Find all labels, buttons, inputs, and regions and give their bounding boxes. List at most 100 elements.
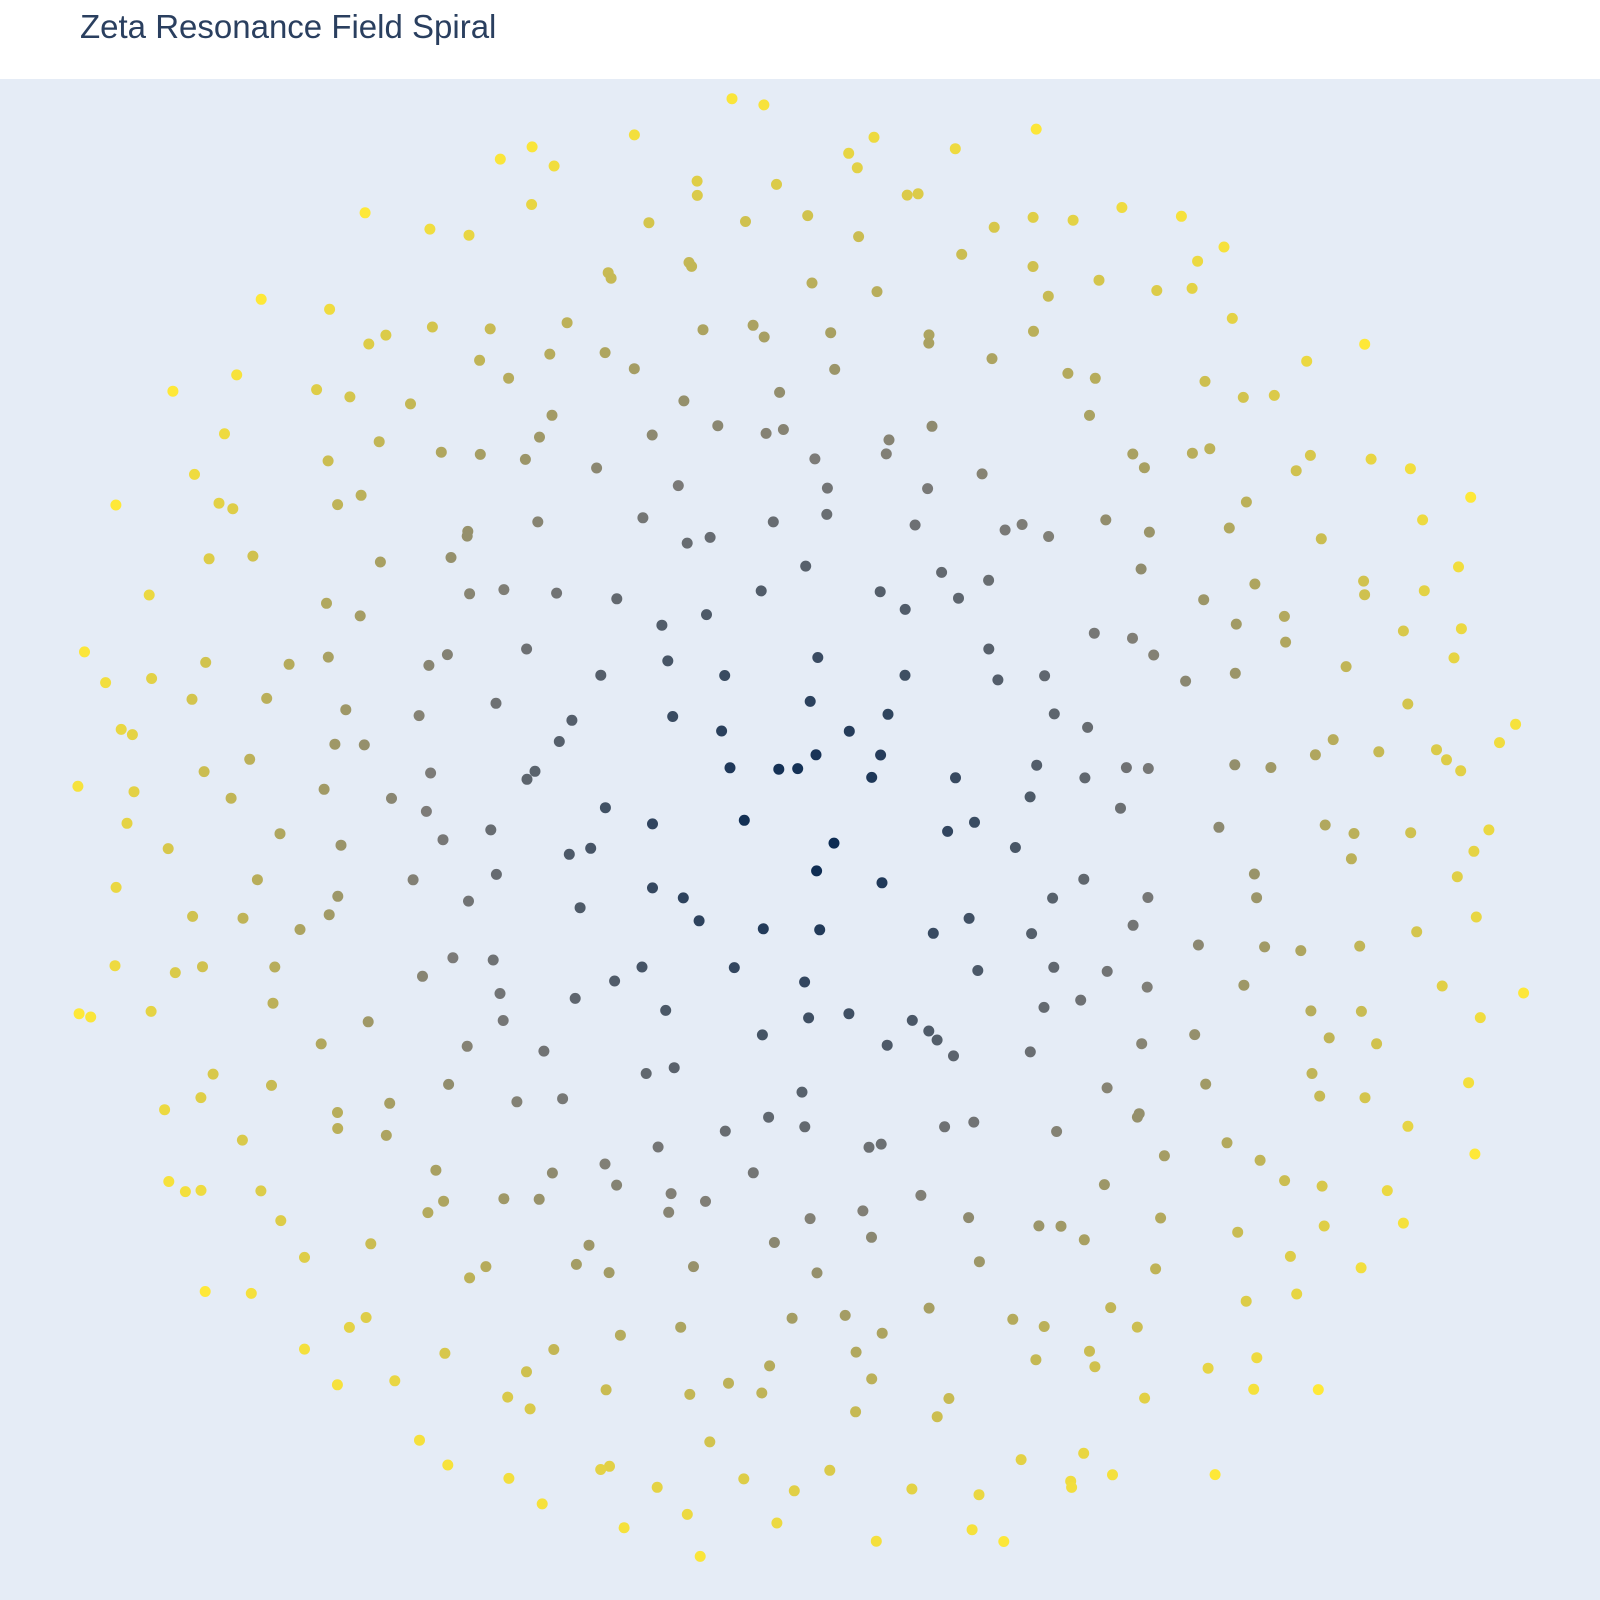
scatter-point: [1373, 746, 1385, 758]
scatter-point: [128, 786, 140, 798]
scatter-point: [681, 537, 693, 549]
scatter-point: [1474, 1012, 1486, 1024]
scatter-point: [788, 1485, 800, 1497]
scatter-point: [796, 1086, 808, 1098]
scatter-point: [756, 1029, 768, 1041]
scatter-point: [774, 386, 786, 398]
scatter-point: [389, 1375, 401, 1387]
scatter-point: [365, 1238, 377, 1250]
scatter-point: [1151, 285, 1163, 296]
scatter-point: [269, 961, 281, 973]
scatter-point: [414, 1434, 425, 1446]
scatter-point: [1365, 453, 1377, 465]
scatter-point: [110, 881, 122, 893]
scatter-point: [1348, 828, 1360, 839]
scatter-point: [203, 553, 215, 565]
scatter-point: [694, 1550, 706, 1562]
scatter-point: [611, 1179, 623, 1191]
scatter-point: [1100, 514, 1112, 526]
scatter-point: [1135, 563, 1147, 575]
scatter-point: [438, 1195, 450, 1207]
scatter-point: [1229, 759, 1241, 771]
scatter-point: [821, 482, 833, 494]
scatter-point: [647, 818, 658, 830]
scatter-point: [1209, 1469, 1221, 1481]
scatter-point: [1280, 636, 1292, 648]
scatter-point: [637, 512, 649, 524]
scatter-point: [189, 468, 200, 480]
scatter-point: [1158, 1150, 1170, 1162]
scatter-point: [595, 669, 607, 681]
scatter-point: [758, 99, 770, 111]
scatter-point: [1301, 355, 1313, 367]
scatter-point: [324, 303, 336, 315]
scatter-point: [526, 199, 538, 210]
scatter-point: [636, 961, 648, 973]
scatter-point: [1141, 981, 1153, 993]
scatter-point: [187, 910, 199, 922]
scatter-point: [1451, 871, 1463, 883]
scatter-point: [1078, 1234, 1090, 1246]
scatter-point: [494, 988, 506, 999]
scatter-point: [812, 652, 824, 663]
scatter-point: [121, 817, 133, 829]
scatter-point: [814, 924, 826, 936]
scatter-point: [595, 1464, 607, 1475]
scatter-point: [1371, 1038, 1383, 1050]
scatter-point: [484, 323, 496, 335]
scatter-point: [197, 961, 208, 973]
scatter-point: [614, 1329, 626, 1341]
scatter-point: [386, 792, 397, 804]
scatter-point: [551, 587, 563, 599]
scatter-point: [1278, 610, 1290, 622]
scatter-point: [546, 409, 558, 421]
scatter-point: [668, 1062, 680, 1074]
scatter-point: [1238, 979, 1250, 991]
scatter-points: [72, 93, 1530, 1562]
scatter-point: [763, 1111, 775, 1123]
scatter-point: [843, 725, 855, 737]
scatter-point: [335, 839, 347, 851]
scatter-point: [538, 1045, 550, 1057]
scatter-point: [72, 780, 84, 792]
scatter-point: [195, 1092, 207, 1104]
scatter-point: [1237, 391, 1249, 403]
scatter-point: [1127, 919, 1139, 931]
scatter-point: [599, 1158, 611, 1170]
scatter-point: [926, 420, 938, 432]
scatter-point: [1055, 1220, 1067, 1232]
scatter-point: [691, 189, 703, 201]
scatter-point: [464, 1272, 476, 1284]
scatter-point: [1078, 873, 1090, 885]
scatter-point: [899, 603, 911, 615]
scatter-point: [266, 1079, 277, 1091]
scatter-point: [1404, 463, 1416, 475]
scatter-point: [474, 448, 486, 460]
scatter-point: [866, 1231, 877, 1243]
scatter-point: [839, 1309, 851, 1321]
scatter-point: [1397, 1217, 1409, 1229]
scatter-point: [700, 1195, 711, 1207]
scatter-point: [853, 231, 865, 243]
scatter-point: [675, 1321, 687, 1333]
scatter-point: [360, 1312, 372, 1323]
scatter-point: [771, 178, 782, 190]
scatter-point: [1024, 1046, 1036, 1058]
scatter-point: [1136, 1038, 1148, 1050]
scatter-point: [1229, 667, 1241, 679]
scatter-point: [647, 882, 658, 894]
scatter-point: [973, 1489, 985, 1501]
scatter-point: [1431, 744, 1442, 756]
scatter-point: [1402, 1120, 1414, 1132]
scatter-point: [1016, 519, 1028, 530]
scatter-point: [323, 909, 335, 921]
scatter-point: [1465, 491, 1477, 503]
scatter-point: [953, 592, 964, 604]
scatter-point: [609, 975, 621, 987]
scatter-point: [906, 1483, 918, 1495]
scatter-point: [643, 217, 655, 229]
scatter-point: [843, 1008, 855, 1020]
scatter-point: [1202, 1362, 1214, 1374]
scatter-point: [359, 207, 371, 219]
scatter-point: [1291, 1288, 1303, 1300]
